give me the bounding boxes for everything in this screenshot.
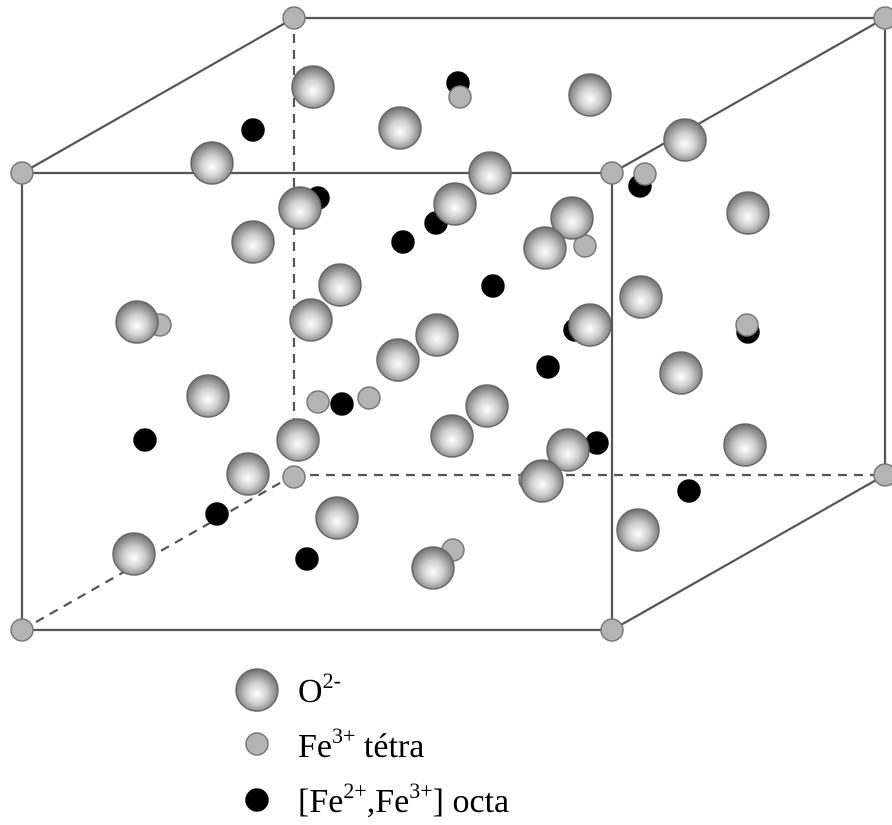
oxygen <box>415 313 459 357</box>
tetra-fe <box>357 386 381 410</box>
octa-fe <box>241 118 265 142</box>
tetra-fe <box>306 390 330 414</box>
tetra-fe <box>282 6 306 30</box>
legend-label: [Fe2+,Fe3+] octa <box>298 778 509 820</box>
octa-fe <box>677 479 701 503</box>
oxygen <box>520 459 564 503</box>
oxygen <box>568 303 612 347</box>
tetra-fe <box>873 463 892 487</box>
oxygen <box>659 351 703 395</box>
tetra-fe <box>873 6 892 30</box>
edge <box>611 474 886 631</box>
oxygen <box>663 118 707 162</box>
oxygen <box>430 414 474 458</box>
edge <box>611 17 886 174</box>
oxygen <box>616 508 660 552</box>
oxygen <box>550 196 594 240</box>
oxygen <box>231 220 275 264</box>
label-part: O <box>298 673 323 710</box>
tetra-fe <box>735 313 759 337</box>
octa-fe <box>295 547 319 571</box>
oxygen <box>726 191 770 235</box>
atoms <box>10 6 892 642</box>
oxygen <box>546 428 590 472</box>
label-part: tétra <box>355 728 424 765</box>
tetra-fe <box>633 162 657 186</box>
octa-fe <box>330 392 354 416</box>
oxygen <box>378 106 422 150</box>
hidden-edge <box>21 474 295 631</box>
legend-oxygen <box>235 668 279 712</box>
oxygen <box>376 338 420 382</box>
legend-label: Fe3+ tétra <box>298 723 424 765</box>
label-part: Fe <box>298 728 332 765</box>
oxygen <box>433 182 477 226</box>
tetra-fe <box>282 465 306 489</box>
edge <box>21 17 295 174</box>
oxygen <box>278 186 322 230</box>
oxygen <box>468 151 512 195</box>
oxygen <box>411 546 455 590</box>
superscript: 3+ <box>409 778 432 803</box>
octa-fe <box>391 230 415 254</box>
oxygen <box>186 374 230 418</box>
oxygen <box>315 496 359 540</box>
oxygen <box>318 263 362 307</box>
superscript: 3+ <box>332 723 355 748</box>
tetra-fe <box>10 618 34 642</box>
legend: O2- Fe3+ tétra [Fe2+,Fe3+] octa <box>235 668 509 820</box>
tetra-fe <box>600 161 624 185</box>
octa-fe <box>133 428 157 452</box>
oxygen <box>276 418 320 462</box>
oxygen <box>190 141 234 185</box>
tetra-fe <box>10 161 34 185</box>
oxygen <box>289 298 333 342</box>
octa-fe <box>536 355 560 379</box>
label-part: [Fe <box>298 783 343 820</box>
octa-fe <box>481 274 505 298</box>
oxygen <box>723 423 767 467</box>
oxygen <box>112 532 156 576</box>
octa-fe <box>205 502 229 526</box>
legend-tetra-fe <box>245 732 269 756</box>
oxygen <box>619 275 663 319</box>
superscript: 2- <box>323 668 341 693</box>
legend-label: O2- <box>298 668 341 710</box>
oxygen <box>465 384 509 428</box>
superscript: 2+ <box>343 778 366 803</box>
tetra-fe <box>448 85 472 109</box>
label-part: ] octa <box>433 783 509 820</box>
oxygen <box>291 65 335 109</box>
legend-octa-fe <box>245 788 269 812</box>
oxygen <box>226 452 270 496</box>
oxygen <box>568 73 612 117</box>
label-part: ,Fe <box>367 783 410 820</box>
tetra-fe <box>600 618 624 642</box>
oxygen <box>115 300 159 344</box>
oxygen <box>523 226 567 270</box>
